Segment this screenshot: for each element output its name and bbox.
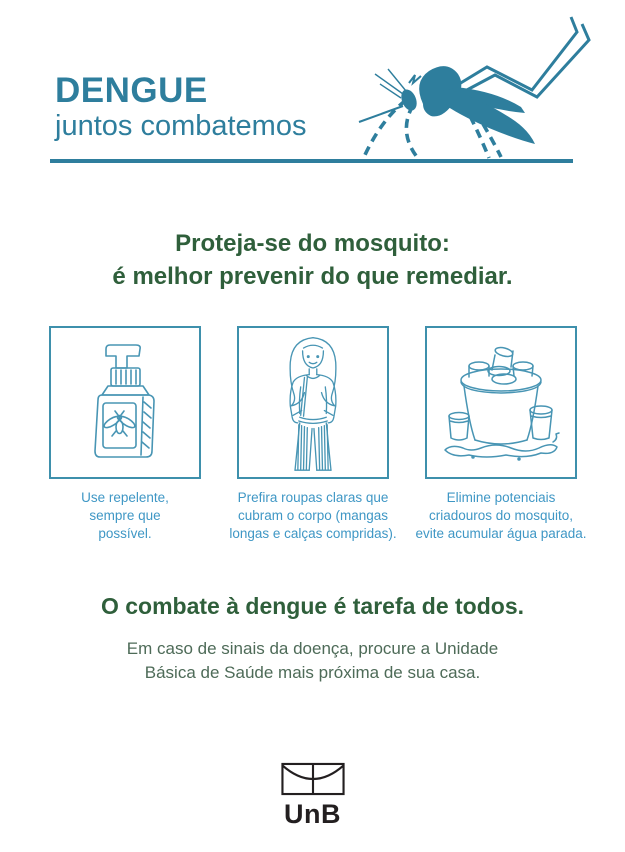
tip-breeding-sites-box: [425, 326, 577, 479]
mosquito-illustration: [343, 8, 595, 162]
tip-repellent-box: [49, 326, 201, 479]
unb-logo-icon: [280, 762, 345, 796]
footer-heading: O combate à dengue é tarefa de todos.: [100, 593, 525, 619]
tip-clothes-box: [237, 326, 389, 479]
hero-heading: Proteja-se do mosquito: é melhor preveni…: [112, 230, 513, 290]
repellent-bottle-illustration: [94, 343, 155, 458]
footer-body: Em caso de sinais da doença, procure a U…: [126, 639, 499, 682]
tip-repellent: Use repelente, sempre que possível.: [37, 326, 213, 543]
unb-logo-text: UnB: [284, 799, 341, 829]
tip-breeding-sites: Elimine potenciais criadouros do mosquit…: [413, 326, 589, 543]
light-clothes-person-illustration: [289, 336, 337, 471]
tip-breeding-sites-caption: Elimine potenciais criadouros do mosquit…: [415, 490, 587, 541]
brand-block: DENGUE juntos combatemos: [55, 71, 307, 142]
tips-row: Use repelente, sempre que possível.: [37, 326, 589, 543]
tip-repellent-caption: Use repelente, sempre que possível.: [81, 490, 169, 541]
unb-logo: UnB: [0, 762, 625, 830]
tip-clothes-caption: Prefira roupas claras que cubram o corpo…: [229, 490, 397, 541]
bucket-containers-illustration: [444, 346, 560, 461]
header-divider: [50, 159, 573, 163]
tip-clothes: Prefira roupas claras que cubram o corpo…: [225, 326, 401, 543]
brand-title: DENGUE: [55, 71, 208, 110]
brand-subtitle: juntos combatemos: [55, 110, 307, 142]
